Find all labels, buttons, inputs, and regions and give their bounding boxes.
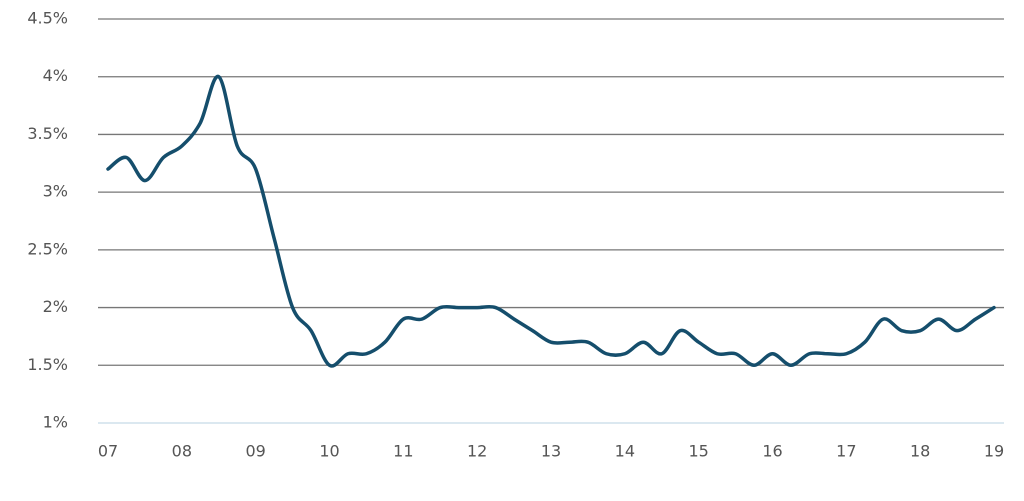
y-tick-label: 1.5% bbox=[27, 355, 68, 374]
y-tick-label: 4% bbox=[43, 66, 68, 85]
y-tick-label: 1% bbox=[43, 413, 68, 432]
x-tick-label: 07 bbox=[98, 442, 118, 461]
y-tick-label: 3.5% bbox=[27, 124, 68, 143]
x-tick-label: 15 bbox=[688, 442, 708, 461]
x-tick-label: 19 bbox=[984, 442, 1004, 461]
x-tick-label: 14 bbox=[615, 442, 635, 461]
x-tick-label: 17 bbox=[836, 442, 856, 461]
data-line bbox=[106, 74, 996, 368]
x-tick-label: 09 bbox=[245, 442, 265, 461]
x-tick-label: 12 bbox=[467, 442, 487, 461]
x-tick-label: 13 bbox=[541, 442, 561, 461]
y-tick-label: 2% bbox=[43, 297, 68, 316]
x-tick-label: 10 bbox=[319, 442, 339, 461]
y-tick-label: 3% bbox=[43, 182, 68, 201]
x-tick-label: 11 bbox=[393, 442, 413, 461]
x-tick-label: 08 bbox=[172, 442, 192, 461]
y-tick-label: 4.5% bbox=[27, 9, 68, 28]
x-tick-label: 16 bbox=[762, 442, 782, 461]
x-tick-label: 18 bbox=[910, 442, 930, 461]
y-tick-label: 2.5% bbox=[27, 239, 68, 258]
